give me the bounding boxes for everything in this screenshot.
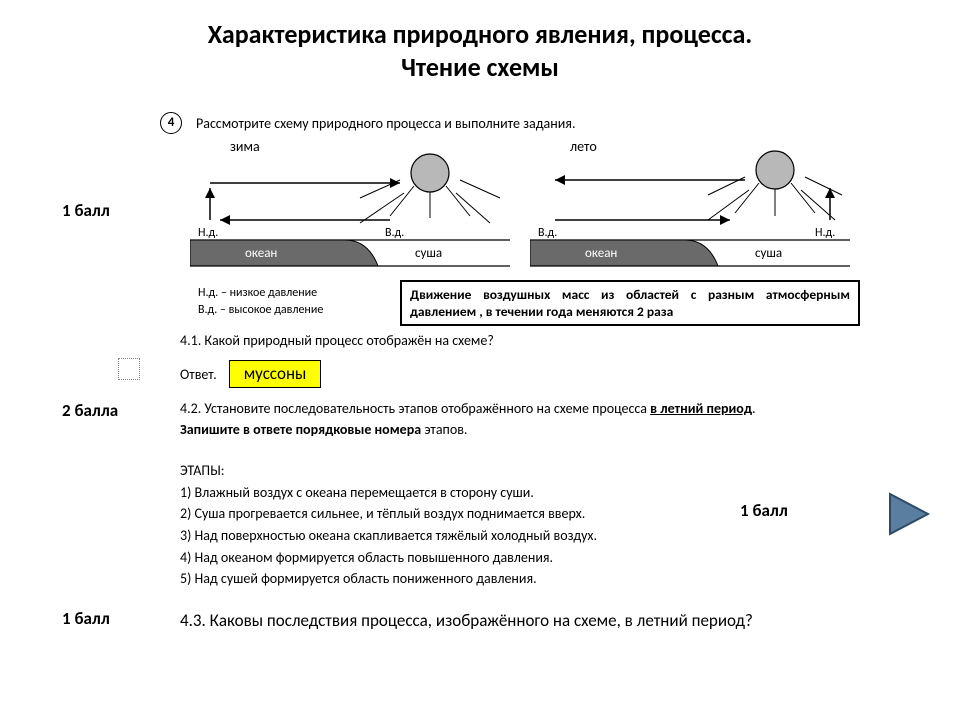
explanation-box: Движение воздушных масс из областей с ра…	[400, 280, 860, 326]
q42-text-d: Запишите в ответе	[180, 421, 296, 438]
score-1: 1 балл	[62, 200, 110, 221]
question-4-2: 4.2. Установите последовательность этапо…	[180, 400, 860, 438]
q42-text-a: 4.2. Установите последовательность этапо…	[180, 400, 650, 417]
svg-text:Н.д.: Н.д.	[815, 226, 835, 240]
score-4: 1 балл	[62, 608, 110, 629]
score-3: 1 балл	[740, 500, 788, 521]
svg-text:В.д.: В.д.	[538, 226, 557, 240]
score-2: 2 балла	[62, 400, 118, 421]
legend-vd: В.д. – высокое давление	[198, 302, 323, 319]
task-instruction: Рассмотрите схему природного процесса и …	[196, 115, 575, 132]
play-button[interactable]	[884, 490, 932, 538]
task-header: 4 Рассмотрите схему природного процесса …	[160, 112, 575, 134]
pressure-legend: Н.д. – низкое давление В.д. – высокое да…	[198, 285, 323, 319]
stage-1: 1) Влажный воздух с океана перемещается …	[180, 482, 597, 504]
winter-vd-label: В.д.	[385, 226, 404, 240]
dotted-marker	[118, 358, 140, 380]
winter-nd-label: Н.д.	[198, 226, 218, 240]
svg-text:океан: океан	[245, 246, 277, 261]
q42-text-e: порядковые номера	[296, 421, 422, 438]
diagram-winter: зима Н.д. В.д.	[190, 138, 510, 288]
svg-text:суша: суша	[415, 246, 442, 261]
season-winter: зима	[230, 138, 260, 155]
title-line2: Чтение схемы	[0, 51, 960, 84]
q42-text-c: .	[752, 400, 756, 417]
title-line1: Характеристика природного явления, проце…	[0, 18, 960, 51]
q42-text-f: этапов.	[421, 421, 467, 438]
season-summer: лето	[570, 138, 597, 155]
stages-header: ЭТАПЫ:	[180, 460, 597, 482]
question-4-3: 4.3. Каковы последствия процесса, изобра…	[180, 610, 860, 633]
legend-nd: Н.д. – низкое давление	[198, 285, 323, 302]
question-4-1: 4.1. Какой природный процесс отображён н…	[180, 332, 494, 349]
stage-5: 5) Над сушей формируется область понижен…	[180, 568, 597, 590]
svg-text:океан: океан	[585, 246, 617, 261]
diagram-container: зима Н.д. В.д.	[190, 138, 860, 288]
answer-value: муссоны	[229, 360, 322, 388]
task-number: 4	[160, 112, 182, 134]
q42-text-b: в летний период	[650, 400, 752, 417]
stage-2: 2) Суша прогревается сильнее, и тёплый в…	[180, 503, 597, 525]
stages-block: ЭТАПЫ: 1) Влажный воздух с океана переме…	[180, 460, 597, 590]
stage-3: 3) Над поверхностью океана скапливается …	[180, 525, 597, 547]
diagram-summer: лето В.д. Н.д.	[530, 138, 850, 288]
stage-4: 4) Над океаном формируется область повыш…	[180, 547, 597, 569]
svg-text:суша: суша	[755, 246, 782, 261]
answer-label: Ответ.	[180, 366, 217, 383]
